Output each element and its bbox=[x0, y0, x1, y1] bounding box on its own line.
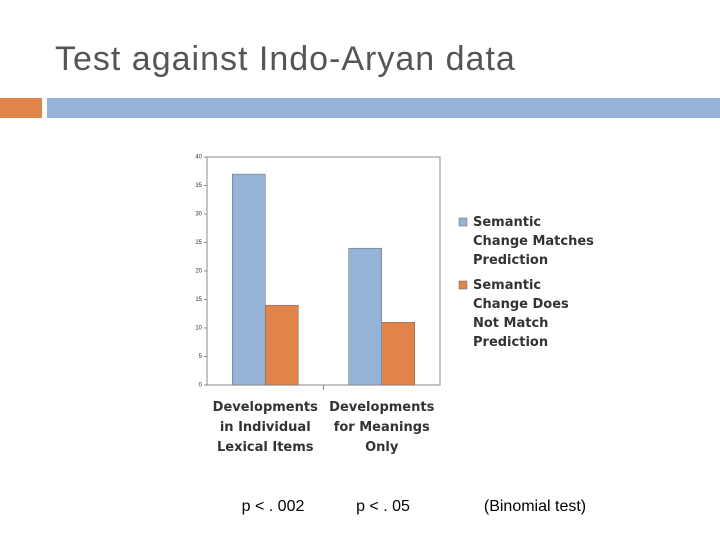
x-tick-label: Developments in Individual Lexical Items bbox=[212, 400, 318, 455]
legend-label: Semantic Change Matches Prediction bbox=[473, 215, 594, 268]
bar bbox=[265, 304, 299, 386]
y-tick-label: 10 bbox=[195, 326, 202, 332]
y-tick-label: 35 bbox=[195, 183, 202, 189]
legend-label: Semantic Change Does Not Match Predictio… bbox=[473, 278, 569, 350]
bar bbox=[381, 322, 415, 386]
annotation: p < . 002 bbox=[241, 498, 305, 515]
y-tick-label: 0 bbox=[199, 383, 203, 389]
bar bbox=[232, 173, 266, 386]
accent-bar bbox=[47, 98, 720, 118]
y-tick-label: 30 bbox=[195, 212, 202, 218]
annotation: p < . 05 bbox=[356, 498, 410, 515]
accent-bar bbox=[0, 98, 42, 118]
legend-swatch bbox=[458, 280, 468, 290]
annotation: (Binomial test) bbox=[483, 498, 587, 515]
legend-swatch bbox=[458, 217, 468, 227]
y-tick-label: 5 bbox=[199, 354, 203, 360]
bar bbox=[348, 247, 382, 386]
y-tick-label: 20 bbox=[195, 269, 202, 275]
y-tick-label: 15 bbox=[195, 297, 202, 303]
slide-title: Test against Indo-Aryan data bbox=[55, 40, 516, 78]
x-tick-label: Developments for Meanings Only bbox=[329, 400, 435, 455]
y-tick-label: 25 bbox=[195, 240, 202, 246]
y-tick-label: 40 bbox=[195, 155, 202, 161]
